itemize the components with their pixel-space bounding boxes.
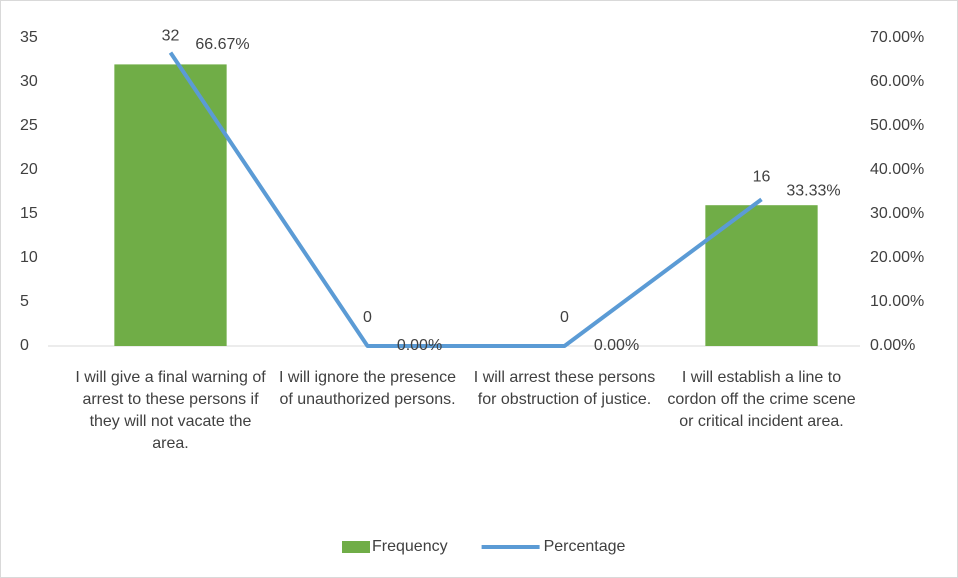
y-tick-label: 10 <box>20 249 38 266</box>
y2-tick-label: 50.00% <box>870 117 924 134</box>
y-tick-label: 5 <box>20 293 29 310</box>
x-tick-label: I will establish a line to cordon off the… <box>667 369 855 430</box>
bar-value-label: 32 <box>162 28 180 45</box>
line-value-label: 33.33% <box>786 183 840 200</box>
legend-label: Frequency <box>372 538 448 555</box>
x-tick-label: I will ignore the presence of unauthorize… <box>279 369 456 408</box>
y2-tick-label: 10.00% <box>870 293 924 310</box>
y2-tick-label: 40.00% <box>870 161 924 178</box>
y-tick-label: 30 <box>20 73 38 90</box>
legend-swatch <box>342 541 370 553</box>
legend-label: Percentage <box>544 538 626 555</box>
bar-value-label: 16 <box>753 168 771 185</box>
y-tick-label: 15 <box>20 205 38 222</box>
y2-tick-label: 60.00% <box>870 73 924 90</box>
y2-tick-label: 20.00% <box>870 249 924 266</box>
bar-value-label: 0 <box>363 309 372 326</box>
x-tick-label: I will arrest these persons for obstructi… <box>474 369 655 408</box>
y-tick-label: 35 <box>20 29 38 46</box>
line-value-label: 0.00% <box>594 337 639 354</box>
y-tick-label: 25 <box>20 117 38 134</box>
bar-value-label: 0 <box>560 309 569 326</box>
y2-tick-label: 0.00% <box>870 337 915 354</box>
bar <box>114 64 227 347</box>
x-tick-label: I will give a final warning of arrest to … <box>75 369 266 452</box>
y-tick-label: 20 <box>20 161 38 178</box>
line-value-label: 66.67% <box>195 36 249 53</box>
y-tick-label: 0 <box>20 337 29 354</box>
line <box>168 51 763 348</box>
y2-tick-label: 70.00% <box>870 29 924 46</box>
line-value-label: 0.00% <box>397 337 442 354</box>
y2-tick-label: 30.00% <box>870 205 924 222</box>
